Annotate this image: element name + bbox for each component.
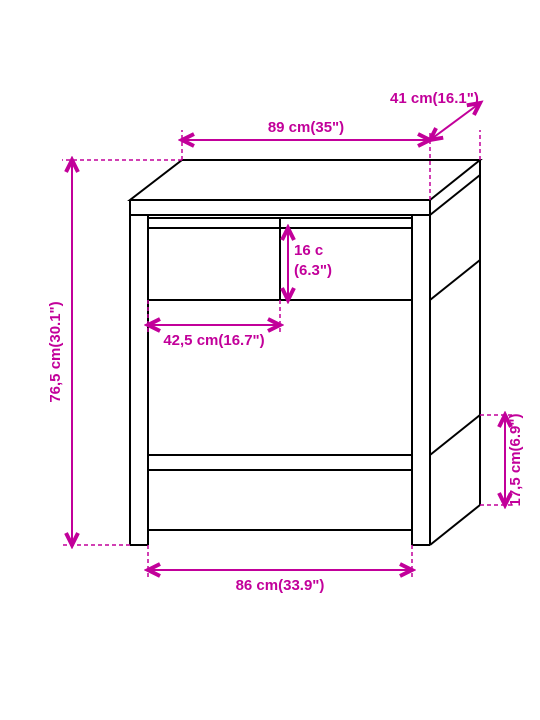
dim-drawer-width-label: 42,5 cm(16.7"): [163, 332, 264, 349]
dim-drawer-height-label-2: (6.3"): [294, 262, 332, 279]
dim-bottom-width-label: 86 cm(33.9"): [236, 577, 325, 594]
dim-shelf-height: 17,5 cm(6.9"): [480, 413, 524, 506]
dim-drawer-height: 16 c (6.3"): [288, 228, 332, 300]
dimension-diagram: 89 cm(35") 41 cm(16.1") 76,5 cm(30.1") 4…: [0, 0, 540, 720]
dim-depth-top: 41 cm(16.1"): [390, 90, 480, 160]
dim-depth-top-label: 41 cm(16.1"): [390, 90, 479, 107]
dim-drawer-width: 42,5 cm(16.7"): [148, 300, 280, 349]
dim-bottom-width: 86 cm(33.9"): [148, 545, 412, 594]
dim-width-top-label: 89 cm(35"): [268, 119, 344, 136]
dim-drawer-height-label-1: 16 c: [294, 242, 323, 259]
dim-shelf-height-label: 17,5 cm(6.9"): [507, 413, 524, 506]
furniture-outline: [130, 160, 480, 545]
dim-height-left-label: 76,5 cm(30.1"): [47, 301, 64, 402]
